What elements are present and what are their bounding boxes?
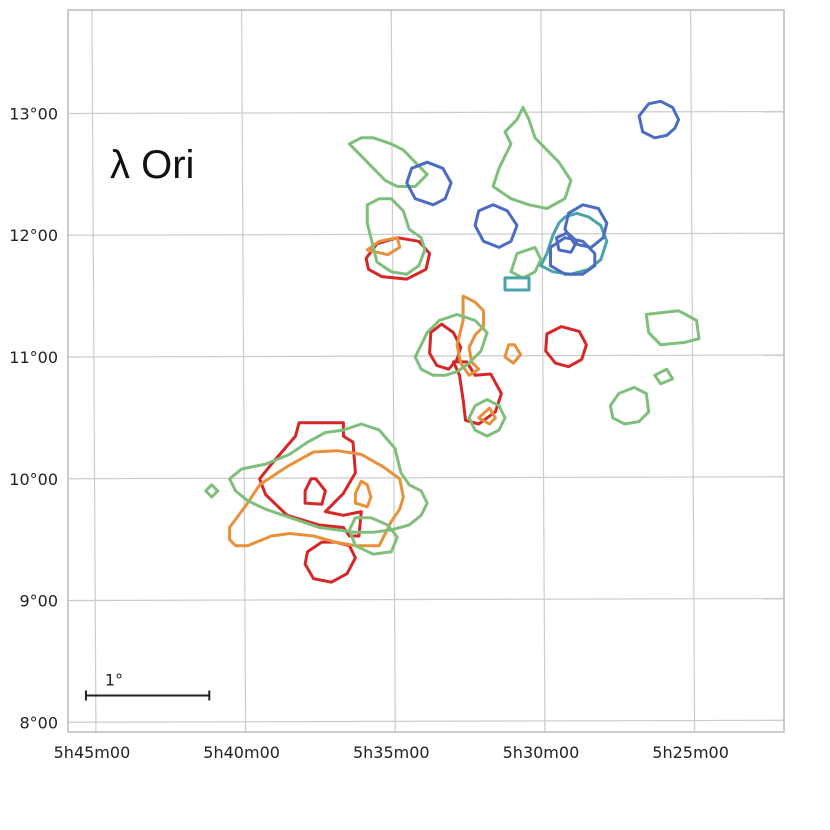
contour-green-14 (347, 136, 429, 188)
contour-blue-32 (555, 231, 579, 254)
contour-green-21 (644, 309, 701, 347)
y-tick-label: 13°00 (9, 104, 58, 123)
contour-blue-28 (405, 160, 453, 207)
grid-line-dec-0 (67, 719, 785, 723)
contour-orange-11 (228, 449, 405, 548)
contour-blue-29 (473, 203, 519, 249)
y-tick-label: 10°00 (9, 470, 58, 489)
contour-green-19 (413, 312, 489, 377)
contour-green-17 (228, 422, 429, 534)
grid-line-ra-4 (690, 9, 696, 733)
contour-blue-31 (563, 203, 609, 249)
grid-line-ra-2 (390, 9, 396, 733)
grid-line-dec-3 (67, 354, 785, 358)
grid-line-dec-2 (67, 476, 785, 480)
grid-line-ra-3 (540, 9, 546, 733)
contour-green-23 (653, 367, 675, 386)
contour-blue-27 (637, 99, 681, 140)
x-tick-label: 5h40m00 (203, 743, 280, 762)
x-tick-label: 5h45m00 (54, 743, 131, 762)
y-tick-label: 11°00 (9, 348, 58, 367)
contour-red-5 (303, 477, 327, 506)
grid-line-ra-0 (91, 9, 97, 733)
x-tick-labels: 5h45m00 5h40m00 5h35m00 5h30m00 5h25m00 (54, 743, 729, 762)
plot-frame (67, 9, 785, 733)
x-tick-label: 5h25m00 (652, 743, 729, 762)
contour-green-13 (365, 197, 427, 276)
contour-orange-9 (503, 343, 523, 365)
contour-red-3 (452, 360, 503, 426)
grid-line-dec-4 (67, 232, 785, 236)
contour-green-15 (491, 105, 573, 210)
grid-lines (67, 9, 785, 733)
grid-line-dec-1 (67, 597, 785, 602)
y-tick-label: 8°00 (19, 713, 58, 732)
grid-line-dec-5 (67, 110, 785, 115)
y-tick-label: 12°00 (9, 226, 58, 245)
y-tick-labels: 8°00 9°00 10°00 11°00 12°00 13°00 (9, 104, 58, 732)
contour-orange-12 (353, 479, 373, 509)
contour-green-20 (467, 398, 507, 438)
contour-green-16 (509, 245, 543, 280)
contour-red-4 (258, 421, 363, 538)
scale-bar-label: 1° (105, 670, 123, 689)
contour-orange-10 (477, 406, 497, 426)
contour-teal-26 (503, 276, 531, 292)
x-tick-label: 5h30m00 (503, 743, 580, 762)
y-tick-label: 9°00 (19, 592, 58, 611)
grid-line-ra-1 (241, 9, 247, 733)
contour-red-1 (428, 322, 463, 371)
contour-green-24 (347, 516, 399, 556)
chart-title: λ Ori (110, 143, 194, 187)
contour-green-22 (608, 385, 651, 426)
x-tick-label: 5h35m00 (353, 743, 430, 762)
contour-orange-7 (365, 236, 402, 257)
contour-layer (204, 99, 701, 584)
scale-bar: 1° (84, 670, 211, 701)
contour-red-2 (544, 325, 588, 369)
contour-green-18 (204, 483, 220, 499)
